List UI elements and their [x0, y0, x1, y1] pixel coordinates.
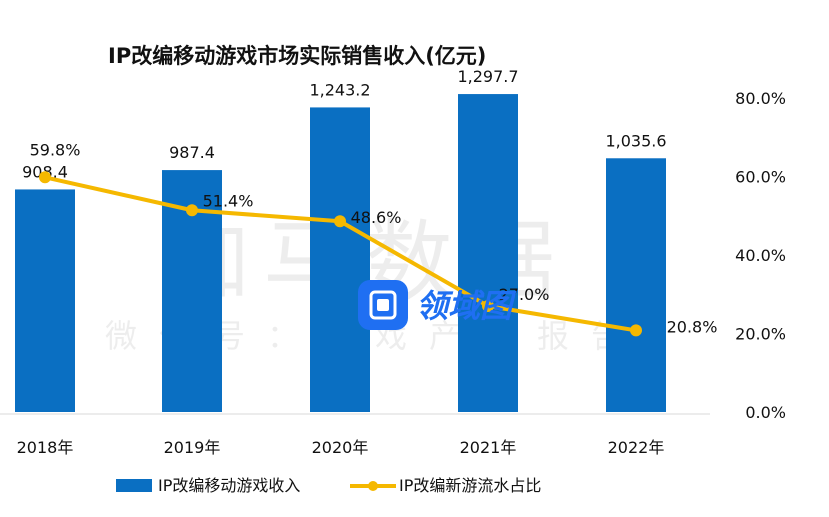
x-tick-2: 2020年: [312, 438, 369, 457]
legend-line-label: IP改编新游流水占比: [399, 476, 541, 495]
x-tick-3: 2021年: [460, 438, 517, 457]
bar-4: [606, 158, 666, 412]
line-series: [39, 171, 642, 337]
bar-labels: 908.4987.41,243.21,297.71,035.6: [22, 67, 666, 181]
line-value-label-4: 20.8%: [667, 317, 718, 336]
legend-bar-label: IP改编移动游戏收入: [158, 476, 300, 495]
badge-icon-inner: [369, 290, 397, 320]
line-point-3: [482, 300, 494, 313]
bar-3: [458, 94, 518, 412]
line-value-label-3: 27.0%: [499, 285, 550, 304]
line-point-4: [630, 324, 642, 337]
line-value-label-2: 48.6%: [351, 208, 402, 227]
legend-line-marker: [368, 481, 378, 491]
legend: IP改编移动游戏收入 IP改编新游流水占比: [116, 476, 541, 495]
line-point-1: [186, 204, 198, 217]
badge-text: 领域图: [416, 287, 517, 325]
bar-0: [15, 189, 75, 412]
x-axis: 2018年 2019年 2020年 2021年 2022年: [0, 413, 710, 457]
line-labels: 59.8% 51.4% 48.6% 27.0% 20.8%: [30, 140, 718, 336]
bar-2: [310, 107, 370, 412]
bar-value-label-3: 1,297.7: [457, 67, 518, 86]
badge-icon-fold: [377, 299, 389, 311]
line-point-2: [334, 215, 346, 228]
bar-value-label-1: 987.4: [169, 143, 215, 162]
right-tick-0: 0.0%: [745, 403, 786, 422]
right-tick-3: 60.0%: [735, 168, 786, 187]
bar-value-label-4: 1,035.6: [605, 131, 666, 150]
line-point-0: [39, 171, 51, 184]
watermark-badge: 领域图: [358, 280, 517, 330]
right-tick-1: 20.0%: [735, 325, 786, 344]
x-tick-1: 2019年: [164, 438, 221, 457]
x-tick-4: 2022年: [608, 438, 665, 457]
right-axis: 0.0% 20.0% 40.0% 60.0% 80.0%: [735, 89, 786, 422]
legend-bar-swatch: [116, 479, 152, 492]
right-tick-4: 80.0%: [735, 89, 786, 108]
line-value-label-1: 51.4%: [203, 191, 254, 210]
chart-title: IP改编移动游戏市场实际销售收入(亿元): [108, 44, 486, 68]
line-value-label-0: 59.8%: [30, 140, 81, 159]
bar-value-label-2: 1,243.2: [309, 80, 370, 99]
x-tick-0: 2018年: [17, 438, 74, 457]
right-tick-2: 40.0%: [735, 246, 786, 265]
